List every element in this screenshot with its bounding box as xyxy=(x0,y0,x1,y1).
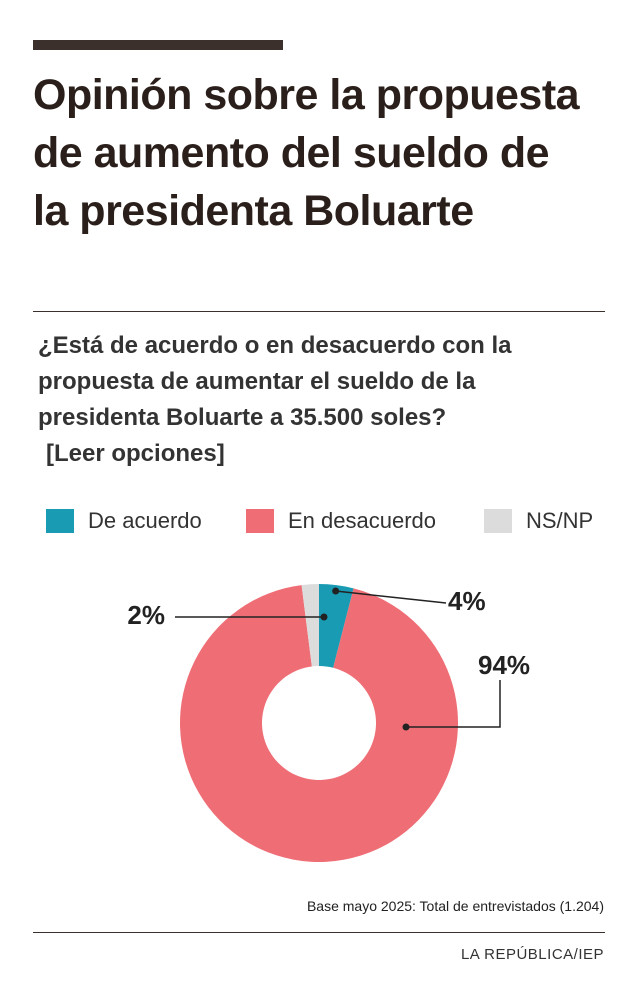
note: Base mayo 2025: Total de entrevistados (… xyxy=(306,898,604,914)
leader-line xyxy=(406,680,501,728)
chart: De acuerdo En desacuerdo NS/NP 4% 94% 2% xyxy=(46,508,593,862)
chart-title: Opinión sobre la propuesta de aumento de… xyxy=(33,71,580,235)
leader-dot xyxy=(320,613,328,621)
divider xyxy=(33,311,605,312)
subtitle: ¿Está de acuerdo o en desacuerdo con la … xyxy=(38,332,512,431)
value-label: 4% xyxy=(448,586,486,616)
donut-slice xyxy=(301,584,319,667)
legend-label: NS/NP xyxy=(526,508,593,533)
legend-swatch xyxy=(246,509,274,533)
accent-bar xyxy=(33,40,283,50)
leader-line xyxy=(335,590,447,604)
value-label: 94% xyxy=(478,650,530,680)
source: LA REPÚBLICA/IEP xyxy=(460,946,604,963)
legend-label: En desacuerdo xyxy=(288,508,436,533)
value-label: 2% xyxy=(127,600,165,630)
leader-dot xyxy=(332,587,340,595)
legend-label: De acuerdo xyxy=(88,508,202,533)
legend-swatch xyxy=(484,509,512,533)
leader-dot xyxy=(402,723,410,731)
donut-slice xyxy=(179,585,458,862)
legend-swatch xyxy=(46,509,74,533)
question: ¿Está de acuerdo o en desacuerdo con la … xyxy=(38,328,598,472)
divider xyxy=(33,932,605,933)
instruction: [Leer opciones] xyxy=(46,440,225,467)
donut-slice xyxy=(319,584,354,668)
